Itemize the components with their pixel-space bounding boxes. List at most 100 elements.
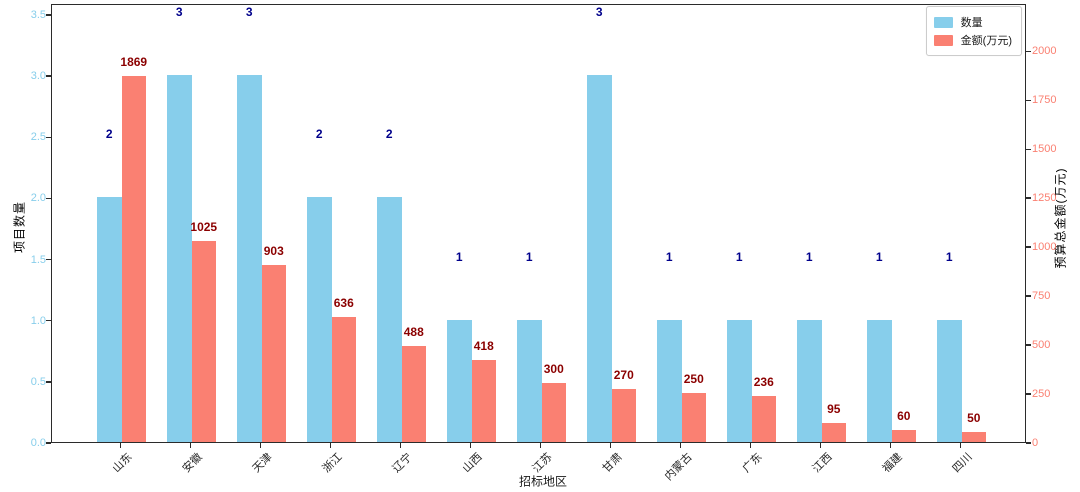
right-y-tick-mark <box>1026 393 1031 395</box>
bar-value-label-amount: 250 <box>683 372 704 387</box>
right-y-tick-mark <box>1026 442 1031 444</box>
x-tick-label: 山西 <box>460 451 485 476</box>
left-y-tick-label: 1.0 <box>30 314 46 327</box>
bar-quantity <box>447 319 472 442</box>
legend-entry-label: 金额(万元) <box>960 35 1012 47</box>
right-y-tick-mark <box>1026 50 1031 53</box>
right-y-tick-label: 2000 <box>1032 45 1057 58</box>
legend-color-patch <box>933 16 953 28</box>
x-tick-label: 甘肃 <box>600 451 625 476</box>
bar-value-label-amount: 270 <box>613 368 634 383</box>
right-y-tick-label: 1750 <box>1032 94 1057 107</box>
bar-quantity <box>237 75 262 442</box>
bar-amount <box>541 383 566 442</box>
bar-value-label-quantity: 1 <box>805 249 813 264</box>
bar-value-label-quantity: 1 <box>945 249 953 264</box>
left-y-tick-mark <box>46 14 51 16</box>
bar-value-label-amount: 903 <box>263 244 284 259</box>
bar-value-label-quantity: 2 <box>315 127 323 142</box>
x-tick-label: 山东 <box>110 451 135 476</box>
left-y-tick-label: 0.5 <box>30 375 46 388</box>
left-y-tick-label: 0.0 <box>30 437 46 449</box>
bar-value-label-quantity: 2 <box>385 127 393 142</box>
left-y-tick-mark <box>46 136 51 139</box>
x-tick-label: 安徽 <box>180 451 205 476</box>
bar-amount <box>891 430 916 442</box>
x-tick-mark <box>679 443 682 448</box>
x-tick-label: 浙江 <box>320 451 345 476</box>
x-tick-mark <box>889 443 892 448</box>
bar-quantity <box>167 75 192 442</box>
bar-quantity <box>797 319 822 442</box>
bar-value-label-amount: 50 <box>967 411 981 426</box>
left-y-tick-mark <box>46 75 51 77</box>
x-tick-mark <box>749 443 752 448</box>
x-tick-mark <box>399 443 402 448</box>
left-y-tick-label: 3.0 <box>30 70 46 83</box>
bar-quantity <box>937 319 962 442</box>
bar-value-label-quantity: 1 <box>735 249 743 264</box>
x-tick-label: 天津 <box>250 451 275 476</box>
right-y-tick-label: 1500 <box>1032 143 1057 156</box>
left-y-tick-label: 2.5 <box>30 131 46 144</box>
x-tick-mark <box>469 443 472 448</box>
bar-amount <box>331 317 356 442</box>
left-y-tick-mark <box>46 442 51 444</box>
bar-quantity <box>517 319 542 442</box>
bar-value-label-amount: 1869 <box>120 55 148 70</box>
left-y-tick-mark <box>46 258 51 261</box>
bar-amount <box>191 241 216 442</box>
bar-value-label-amount: 636 <box>333 296 354 311</box>
legend-entry: 数量 <box>933 14 1012 30</box>
bar-value-label-quantity: 1 <box>525 249 533 264</box>
bar-quantity <box>587 75 612 442</box>
left-y-tick-mark <box>46 381 51 383</box>
x-tick-mark <box>819 443 822 448</box>
x-tick-mark <box>609 443 612 448</box>
left-y-tick-mark <box>46 319 51 322</box>
right-y-tick-mark <box>1026 246 1031 248</box>
right-y-tick-label: 750 <box>1032 290 1051 303</box>
bar-amount <box>961 432 986 442</box>
x-tick-mark <box>329 443 332 448</box>
legend-entry: 金额(万元) <box>933 32 1012 48</box>
x-tick-label: 广东 <box>740 451 765 476</box>
bar-value-label-quantity: 1 <box>665 249 673 264</box>
left-y-tick-mark <box>46 197 51 200</box>
bar-value-label-amount: 60 <box>897 409 911 424</box>
right-y-tick-mark <box>1026 295 1031 297</box>
bar-amount <box>261 265 286 442</box>
x-tick-label: 辽宁 <box>390 451 415 476</box>
x-tick-label: 内蒙古 <box>662 451 695 483</box>
x-tick-mark <box>259 443 262 448</box>
bar-quantity <box>867 319 892 442</box>
bar-value-label-amount: 236 <box>753 374 774 389</box>
bar-quantity <box>657 319 682 442</box>
bar-amount <box>401 346 426 442</box>
bar-amount <box>681 393 706 442</box>
right-y-tick-mark <box>1026 148 1031 151</box>
left-y-tick-label: 1.5 <box>30 253 46 266</box>
bar-quantity <box>377 197 402 442</box>
plot-area: 数量 金额(万元) 2 1869 3 1025 3 903 2 636 2 488 1 418 1 300 3… <box>51 4 1026 443</box>
right-y-tick-label: 1000 <box>1032 241 1057 254</box>
right-y-tick-mark <box>1026 344 1031 346</box>
bar-quantity <box>307 197 332 442</box>
x-tick-mark <box>959 443 962 448</box>
bar-value-label-amount: 418 <box>473 339 494 354</box>
bar-value-label-quantity: 3 <box>595 5 603 20</box>
bar-value-label-quantity: 3 <box>245 5 253 20</box>
right-y-tick-mark <box>1026 99 1031 102</box>
bar-value-label-amount: 488 <box>403 325 424 340</box>
bar-value-label-quantity: 1 <box>875 249 883 264</box>
chart-legend: 数量金额(万元) <box>925 6 1022 56</box>
x-tick-label: 四川 <box>950 451 975 476</box>
x-tick-mark <box>189 443 192 448</box>
bar-value-label-amount: 300 <box>543 362 564 377</box>
left-y-tick-label: 3.5 <box>30 9 46 21</box>
left-y-axis-title: 项目数量 <box>12 200 27 254</box>
legend-color-patch <box>933 34 953 46</box>
right-y-tick-label: 250 <box>1032 388 1051 401</box>
bar-value-label-quantity: 3 <box>175 5 183 20</box>
